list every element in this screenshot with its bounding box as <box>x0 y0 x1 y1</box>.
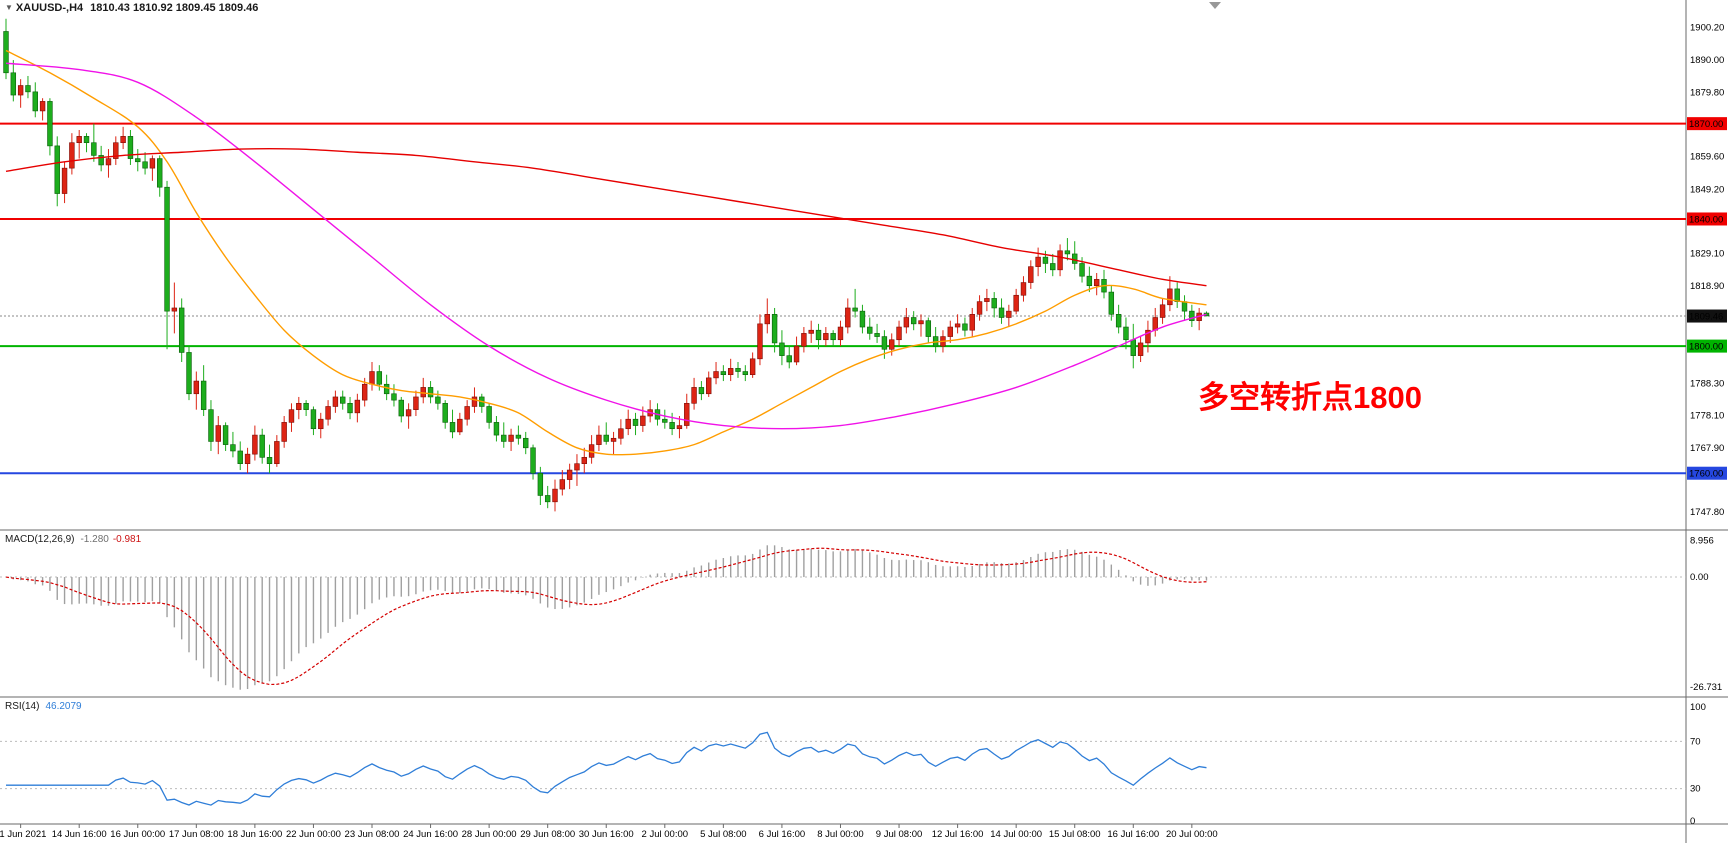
svg-text:14 Jun 16:00: 14 Jun 16:00 <box>52 829 107 840</box>
svg-text:1840.00: 1840.00 <box>1689 214 1723 225</box>
svg-text:1800.00: 1800.00 <box>1689 342 1723 353</box>
svg-text:1870.00: 1870.00 <box>1689 119 1723 130</box>
svg-text:-26.731: -26.731 <box>1690 682 1722 693</box>
ma-slow-red <box>5 147 1207 287</box>
svg-text:1788.30: 1788.30 <box>1690 378 1724 389</box>
chart-shift-marker-icon <box>1209 2 1221 9</box>
svg-text:1767.90: 1767.90 <box>1690 443 1724 454</box>
rsi-indicator-label: RSI(14) 46.2079 <box>5 701 82 712</box>
svg-text:20 Jul 00:00: 20 Jul 00:00 <box>1166 829 1218 840</box>
chart-ohlc-readout: ▼ XAUUSD-,H4 1810.43 1810.92 1809.45 1809.… <box>5 2 258 14</box>
macd-name: MACD(12,26,9) <box>5 534 75 545</box>
svg-text:1890.00: 1890.00 <box>1690 55 1724 66</box>
svg-text:1859.60: 1859.60 <box>1690 152 1724 163</box>
svg-text:17 Jun 08:00: 17 Jun 08:00 <box>169 829 224 840</box>
svg-text:1760.00: 1760.00 <box>1689 469 1723 480</box>
svg-text:12 Jul 16:00: 12 Jul 16:00 <box>932 829 984 840</box>
svg-text:15 Jul 08:00: 15 Jul 08:00 <box>1049 829 1101 840</box>
svg-text:24 Jun 16:00: 24 Jun 16:00 <box>403 829 458 840</box>
svg-text:1818.90: 1818.90 <box>1690 281 1724 292</box>
svg-text:29 Jun 08:00: 29 Jun 08:00 <box>520 829 575 840</box>
svg-text:16 Jun 00:00: 16 Jun 00:00 <box>110 829 165 840</box>
svg-text:8.956: 8.956 <box>1690 535 1714 546</box>
rsi-panel[interactable]: 100 70 30 0 <box>0 702 1706 827</box>
svg-text:2 Jul 00:00: 2 Jul 00:00 <box>642 829 688 840</box>
candles-layer <box>3 18 1210 512</box>
svg-text:1900.20: 1900.20 <box>1690 23 1724 34</box>
ma-fast-orange <box>5 49 1207 456</box>
svg-text:18 Jun 16:00: 18 Jun 16:00 <box>227 829 282 840</box>
svg-text:23 Jun 08:00: 23 Jun 08:00 <box>345 829 400 840</box>
svg-text:30 Jun 16:00: 30 Jun 16:00 <box>579 829 634 840</box>
svg-text:30: 30 <box>1690 784 1701 795</box>
svg-text:1778.10: 1778.10 <box>1690 411 1724 422</box>
svg-text:0.00: 0.00 <box>1690 572 1709 583</box>
svg-text:6 Jul 16:00: 6 Jul 16:00 <box>759 829 805 840</box>
svg-text:1747.80: 1747.80 <box>1690 507 1724 518</box>
symbol-timeframe-label: XAUUSD-,H4 <box>15 2 84 14</box>
symbol-dropdown-icon: ▼ <box>5 3 13 12</box>
svg-text:0: 0 <box>1690 816 1695 827</box>
ohlc-values: 1810.43 1810.92 1809.45 1809.46 <box>90 2 259 14</box>
macd-indicator-label: MACD(12,26,9) -1.280 -0.981 <box>5 534 141 545</box>
svg-text:1809.46: 1809.46 <box>1689 312 1723 323</box>
svg-text:5 Jul 08:00: 5 Jul 08:00 <box>700 829 746 840</box>
svg-text:14 Jul 00:00: 14 Jul 00:00 <box>990 829 1042 840</box>
svg-text:70: 70 <box>1690 736 1701 747</box>
macd-panel[interactable]: 8.956 0.00 -26.731 <box>0 535 1722 693</box>
svg-text:8 Jul 00:00: 8 Jul 00:00 <box>817 829 863 840</box>
macd-main-value: -1.280 <box>80 534 109 545</box>
ma-mid-magenta <box>5 62 1207 430</box>
time-axis[interactable]: 11 Jun 2021 14 Jun 16:00 16 Jun 00:00 17 Ju… <box>0 824 1218 840</box>
rsi-value: 46.2079 <box>45 701 82 712</box>
chart-text-annotation: 多空转折点1800 <box>1198 380 1422 415</box>
main-price-panel[interactable] <box>0 18 1686 512</box>
macd-signal-value: -0.981 <box>112 534 142 545</box>
svg-text:16 Jul 16:00: 16 Jul 16:00 <box>1107 829 1159 840</box>
svg-text:22 Jun 00:00: 22 Jun 00:00 <box>286 829 341 840</box>
svg-text:1849.20: 1849.20 <box>1690 185 1724 196</box>
svg-text:28 Jun 00:00: 28 Jun 00:00 <box>462 829 517 840</box>
svg-text:1879.80: 1879.80 <box>1690 87 1724 98</box>
svg-text:100: 100 <box>1690 702 1706 713</box>
svg-text:9 Jul 08:00: 9 Jul 08:00 <box>876 829 922 840</box>
macd-signal-line <box>5 547 1207 686</box>
rsi-line <box>6 731 1207 806</box>
svg-text:1829.10: 1829.10 <box>1690 249 1724 260</box>
svg-text:11 Jun 2021: 11 Jun 2021 <box>0 829 46 840</box>
rsi-name: RSI(14) <box>5 701 40 712</box>
price-axis[interactable]: 1900.20 1890.00 1879.80 1859.60 1849.20 1829.… <box>1687 23 1727 518</box>
